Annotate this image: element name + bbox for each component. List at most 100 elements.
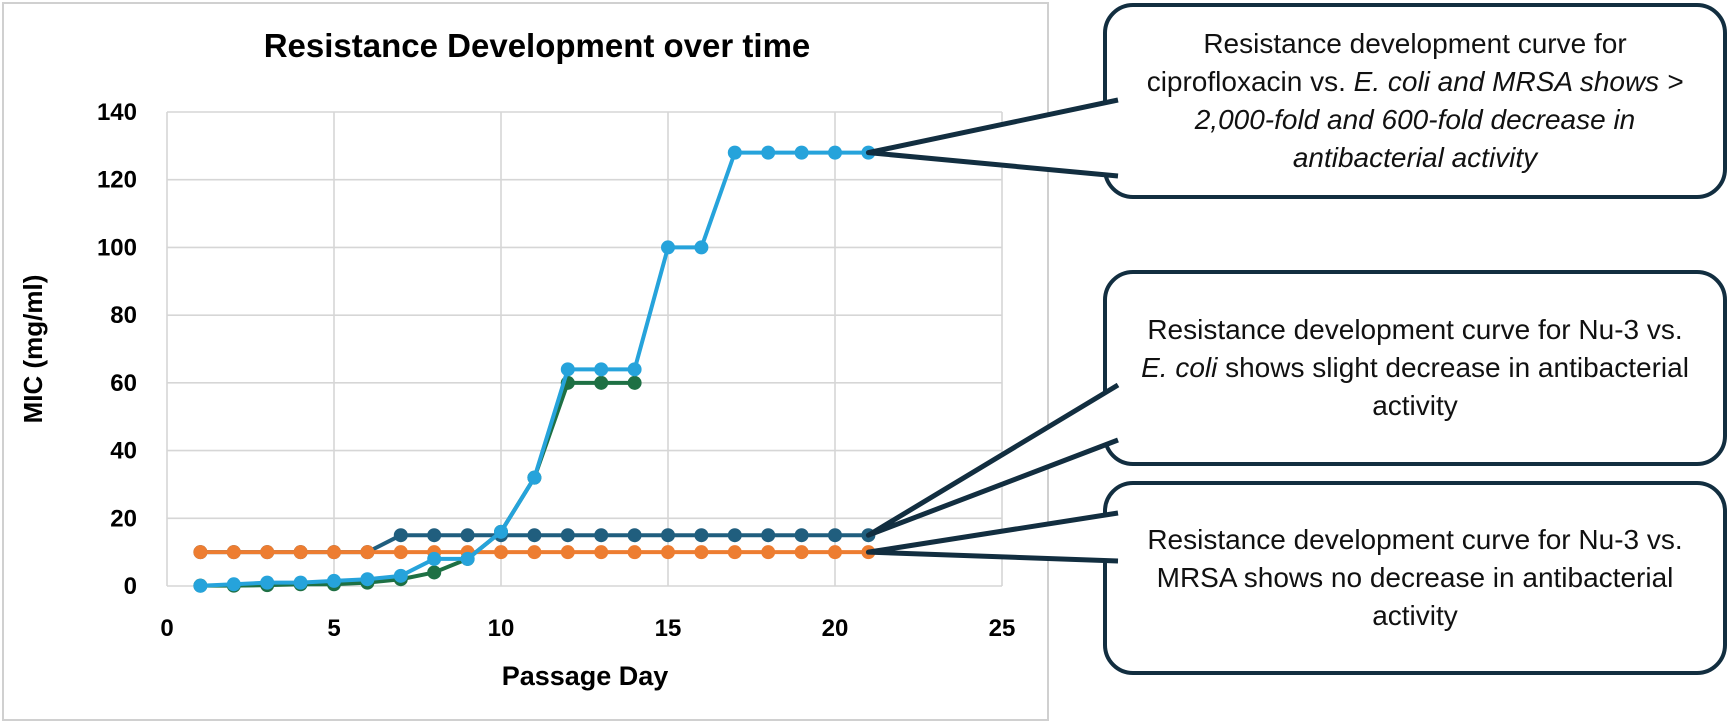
data-point-nu-3-vs-mrsa [193,545,208,560]
data-point-ciprofloxacin-vs-mrsa [560,375,575,390]
data-point-ciprofloxacin-vs-e-coli [494,524,508,539]
data-point-nu-3-vs-mrsa [727,545,742,560]
callout-text: Resistance development curve for Nu-3 vs… [1137,311,1693,425]
data-point-nu-3-vs-e-coli [594,528,609,543]
data-point-ciprofloxacin-vs-mrsa [594,375,609,390]
data-point-ciprofloxacin-vs-e-coli [260,575,275,590]
data-point-ciprofloxacin-vs-e-coli [393,568,408,583]
callout-nu3-mrsa-resistance: Resistance development curve for Nu-3 vs… [1103,481,1727,675]
data-point-nu-3-vs-mrsa [594,545,609,560]
data-point-nu-3-vs-e-coli [761,528,776,543]
y-tick-label: 0 [124,573,137,600]
callout-segment: Resistance development curve for Nu-3 vs… [1147,523,1683,632]
y-tick-label: 120 [97,167,137,194]
x-tick-label: 25 [989,615,1016,642]
x-tick-label: 10 [488,615,515,642]
data-point-ciprofloxacin-vs-e-coli [694,240,709,255]
data-point-ciprofloxacin-vs-mrsa [527,470,542,485]
data-point-ciprofloxacin-vs-e-coli [527,470,542,485]
y-tick-label: 20 [110,505,137,532]
series-line-ciprofloxacin-vs-mrsa [200,380,635,588]
x-tick-label: 0 [160,615,173,642]
data-point-nu-3-vs-mrsa [260,545,275,560]
data-point-ciprofloxacin-vs-e-coli [226,577,241,592]
data-point-ciprofloxacin-vs-e-coli [828,145,842,160]
data-point-nu-3-vs-e-coli [861,528,876,543]
data-point-ciprofloxacin-vs-e-coli [293,575,308,590]
data-point-nu-3-vs-mrsa [828,545,842,560]
data-point-ciprofloxacin-vs-e-coli [327,573,341,588]
data-point-ciprofloxacin-vs-e-coli [360,572,375,587]
data-point-nu-3-vs-mrsa [794,545,809,560]
data-point-ciprofloxacin-vs-mrsa [293,577,308,592]
x-axis-title: Passage Day [502,661,669,691]
callout-italic-segment: E. coli and MRSA shows > 2,000-fold and … [1194,65,1684,174]
data-point-ciprofloxacin-vs-e-coli [460,551,475,566]
data-point-ciprofloxacin-vs-e-coli [627,362,642,377]
chart-title: Resistance Development over time [264,27,811,64]
data-point-ciprofloxacin-vs-mrsa [427,565,442,580]
data-point-nu-3-vs-mrsa [694,545,709,560]
data-point-nu-3-vs-mrsa [560,545,575,560]
data-point-ciprofloxacin-vs-mrsa [193,578,208,593]
data-point-nu-3-vs-mrsa [427,545,442,560]
x-tick-label: 15 [655,615,682,642]
data-point-nu-3-vs-e-coli [627,528,642,543]
data-point-ciprofloxacin-vs-e-coli [193,578,208,593]
data-point-nu-3-vs-e-coli [661,528,675,543]
y-tick-label: 40 [110,438,137,465]
data-point-nu-3-vs-e-coli [460,528,475,543]
callout-segment: shows slight decrease in antibacterial a… [1217,351,1689,422]
callout-text: Resistance development curve for Nu-3 vs… [1137,521,1693,635]
data-point-nu-3-vs-e-coli [727,528,742,543]
data-point-nu-3-vs-mrsa [327,545,341,560]
data-point-nu-3-vs-e-coli [427,528,442,543]
data-point-ciprofloxacin-vs-mrsa [494,524,508,539]
x-tick-label: 20 [822,615,849,642]
data-point-ciprofloxacin-vs-mrsa [627,375,642,390]
data-point-ciprofloxacin-vs-mrsa [360,575,375,590]
data-point-nu-3-vs-mrsa [226,545,241,560]
data-point-nu-3-vs-mrsa [761,545,776,560]
data-point-nu-3-vs-e-coli [193,545,208,560]
data-point-ciprofloxacin-vs-e-coli [794,145,809,160]
data-point-nu-3-vs-e-coli [828,528,842,543]
data-point-nu-3-vs-e-coli [293,545,308,560]
callout-pointer [865,97,1119,179]
data-point-nu-3-vs-e-coli [527,528,542,543]
y-tick-label: 100 [97,234,137,261]
data-point-ciprofloxacin-vs-mrsa [260,578,275,593]
y-tick-label: 60 [110,370,137,397]
callout-italic-segment: E. coli [1141,351,1218,383]
y-axis-title: MIC (mg/ml) [18,275,48,424]
callout-ciprofloxacin-resistance: Resistance development curve for ciprofl… [1103,3,1727,199]
data-point-ciprofloxacin-vs-e-coli [594,362,609,377]
data-point-ciprofloxacin-vs-e-coli [427,551,442,566]
series-line-nu-3-vs-e-coli [200,533,869,555]
data-point-nu-3-vs-e-coli [694,528,709,543]
data-point-nu-3-vs-e-coli [360,545,375,560]
data-point-nu-3-vs-e-coli [494,528,508,543]
callout-text: Resistance development curve for ciprofl… [1137,25,1693,177]
data-point-nu-3-vs-e-coli [260,545,275,560]
data-point-nu-3-vs-mrsa [293,545,308,560]
data-point-nu-3-vs-mrsa [360,545,375,560]
data-point-nu-3-vs-mrsa [861,545,876,560]
x-tick-label: 5 [327,615,340,642]
data-point-ciprofloxacin-vs-e-coli [861,145,876,160]
data-point-nu-3-vs-mrsa [494,545,508,560]
data-point-nu-3-vs-e-coli [393,528,408,543]
callout-pointer [865,382,1120,538]
data-point-ciprofloxacin-vs-mrsa [226,578,241,593]
y-tick-label: 80 [110,302,137,329]
callout-segment: Resistance development curve for Nu-3 vs… [1147,313,1683,345]
chart-frame [2,2,1049,721]
callout-nu3-ecoli-resistance: Resistance development curve for Nu-3 vs… [1103,270,1727,466]
data-point-ciprofloxacin-vs-mrsa [393,572,408,587]
data-point-nu-3-vs-e-coli [794,528,809,543]
data-point-ciprofloxacin-vs-e-coli [661,240,675,255]
data-point-nu-3-vs-e-coli [560,528,575,543]
data-point-nu-3-vs-e-coli [226,545,241,560]
callout-pointer [865,510,1119,564]
